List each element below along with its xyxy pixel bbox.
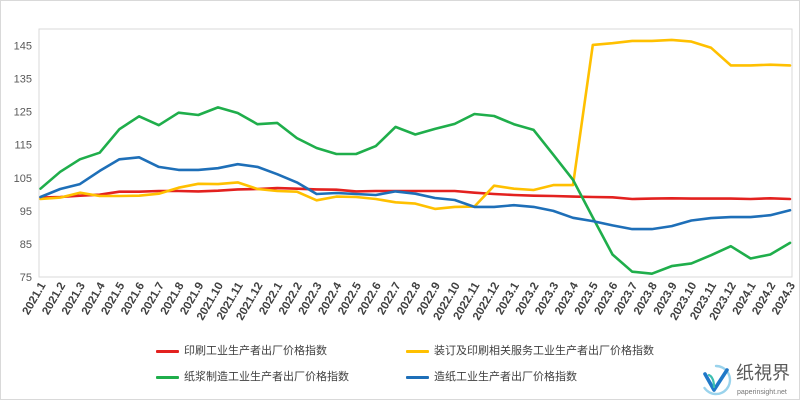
y-tick-label: 125 [14, 107, 32, 119]
y-tick-label: 75 [20, 272, 32, 284]
legend-swatch-paper [406, 375, 429, 379]
legend-swatch-printing [156, 349, 179, 353]
brand-logo-icon [703, 364, 732, 396]
legend-item-printing: 印刷工业生产者出厂价格指数 [156, 344, 327, 358]
y-tick-label: 145 [14, 41, 32, 53]
brand-logo: 纸視界 paperinsight.net [700, 362, 796, 399]
y-tick-label: 105 [14, 173, 32, 185]
series-line-pulp [39, 106, 792, 275]
plot-area-frame [38, 28, 793, 278]
y-tick-label: 95 [20, 206, 32, 218]
legend-item-pulp: 纸浆制造工业生产者出厂价格指数 [156, 370, 349, 384]
y-tick-label: 135 [14, 74, 32, 86]
brand-logo-name: 纸視界 [736, 363, 790, 384]
series-group [39, 38, 792, 275]
legend-swatch-binding-services [406, 349, 429, 353]
y-axis: 75 85 95 105 115 125 135 145 [14, 41, 32, 285]
y-tick-label: 85 [20, 239, 32, 251]
legend-label-paper: 造纸工业生产者出厂价格指数 [434, 371, 577, 383]
legend-label-pulp: 纸浆制造工业生产者出厂价格指数 [184, 371, 349, 383]
legend-item-paper: 造纸工业生产者出厂价格指数 [406, 370, 577, 384]
x-axis: 2021.12021.22021.32021.42021.52021.62021… [21, 280, 798, 323]
series-line-binding-services [39, 38, 792, 211]
legend-label-printing: 印刷工业生产者出厂价格指数 [184, 345, 327, 357]
legend-item-binding-services: 装订及印刷相关服务工业生产者出厂价格指数 [406, 344, 654, 358]
series-line-paper [39, 156, 792, 231]
legend-label-binding-services: 装订及印刷相关服务工业生产者出厂价格指数 [434, 345, 654, 357]
brand-logo-site: paperinsight.net [737, 389, 787, 396]
legend-swatch-pulp [156, 375, 179, 379]
y-tick-label: 115 [14, 140, 32, 152]
